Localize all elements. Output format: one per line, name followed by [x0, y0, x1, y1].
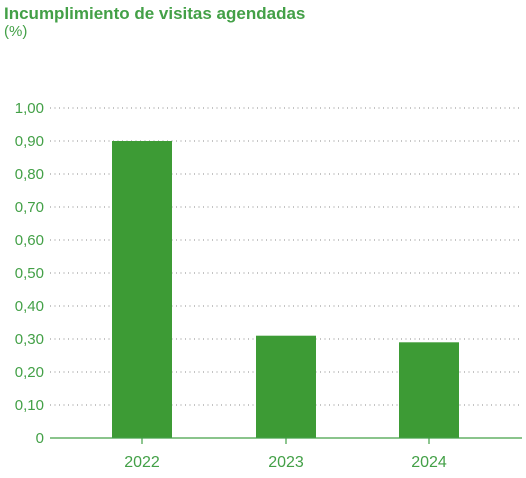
bar-2023 — [256, 335, 316, 438]
x-tick-label: 2024 — [411, 454, 447, 471]
y-tick-label: 0,40 — [15, 298, 44, 315]
y-tick-label: 0,50 — [15, 265, 44, 282]
chart-title: Incumplimiento de visitas agendadas — [4, 4, 306, 23]
y-tick-label: 0,10 — [15, 397, 44, 414]
y-tick-label: 1,00 — [15, 100, 44, 117]
y-tick-label: 0,30 — [15, 331, 44, 348]
y-tick-label: 0,80 — [15, 166, 44, 183]
bar-2022 — [112, 141, 172, 438]
y-tick-label: 0,60 — [15, 232, 44, 249]
x-tick-label: 2022 — [124, 454, 160, 471]
x-tick-label: 2023 — [268, 454, 304, 471]
y-tick-label: 0,90 — [15, 133, 44, 150]
y-tick-label: 0 — [36, 430, 44, 447]
chart-subtitle: (%) — [4, 23, 28, 40]
y-tick-label: 0,20 — [15, 364, 44, 381]
bar-2024 — [399, 342, 459, 438]
y-tick-label: 0,70 — [15, 199, 44, 216]
